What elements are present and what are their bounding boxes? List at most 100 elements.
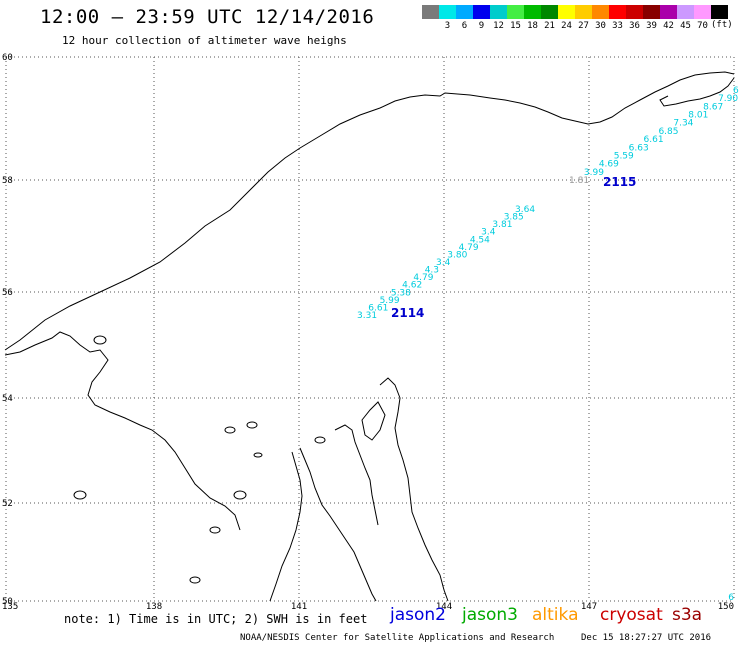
island-outline xyxy=(209,526,221,534)
satellite-name-cryosat: cryosat xyxy=(600,605,663,625)
swh-value-label: 6.63 xyxy=(629,143,649,153)
lon-tick-label: 147 xyxy=(581,602,597,612)
track-id-label: 2115 xyxy=(603,175,636,189)
island-outline xyxy=(314,436,326,444)
swh-value-label: 7.34 xyxy=(673,119,693,129)
note-text: note: 1) Time is in UTC; 2) SWH is in fe… xyxy=(64,612,368,626)
swh-value-label: 4.79 xyxy=(459,243,479,253)
legend-label: 36 xyxy=(629,21,640,31)
coastline-segment xyxy=(334,424,379,526)
lon-tick-label: 138 xyxy=(146,602,162,612)
lat-lon-grid xyxy=(5,56,735,602)
coastline-segment xyxy=(361,401,386,441)
swh-value-label: 3.4 xyxy=(481,228,496,238)
swh-value-label: 6.61 xyxy=(368,303,388,313)
swh-value-label: 8.67 xyxy=(703,102,723,112)
swh-value-label: 4.3 xyxy=(425,266,439,276)
island-outline xyxy=(73,490,87,500)
swh-value-label: 3.64 xyxy=(515,205,535,215)
track-id-label: 2114 xyxy=(391,306,424,320)
credit-text: NOAA/NESDIS Center for Satellite Applica… xyxy=(240,633,555,643)
legend-swatch xyxy=(524,5,541,19)
satellite-name-s3a: s3a xyxy=(672,605,703,625)
island-outline xyxy=(253,452,263,458)
legend-swatch xyxy=(456,5,473,19)
map-subtitle: 12 hour collection of altimeter wave hei… xyxy=(62,34,347,47)
swh-value-label: 3.31 xyxy=(357,311,377,321)
swh-value-label: 3.99 xyxy=(584,168,604,178)
legend-swatch xyxy=(558,5,575,19)
legend-label: 70 xyxy=(697,21,708,31)
satellite-name-jason2: jason2 xyxy=(390,605,446,625)
legend-swatch xyxy=(677,5,694,19)
coastline-segment xyxy=(269,451,303,602)
coastline-segment xyxy=(299,447,377,602)
legend-label: 39 xyxy=(646,21,657,31)
island-outline xyxy=(224,426,236,434)
legend-swatch xyxy=(507,5,524,19)
satellite-tracks: 3.316.615.995.384.624.794.33.43.804.794.… xyxy=(357,86,739,603)
lon-tick-label: 144 xyxy=(436,602,452,612)
island-outline xyxy=(246,421,258,429)
swh-value-label: 6.85 xyxy=(658,127,678,137)
lat-tick-label: 60 xyxy=(2,53,13,63)
legend-label: 42 xyxy=(663,21,674,31)
legend-label: 15 xyxy=(510,21,521,31)
legend-label: 3 xyxy=(444,21,451,31)
swh-value-label: 3.85 xyxy=(504,213,524,223)
legend-swatch xyxy=(643,5,660,19)
legend-swatch xyxy=(711,5,728,19)
swh-value-label: 4.62 xyxy=(402,281,422,291)
lat-tick-label: 58 xyxy=(2,176,13,186)
axis-tick-labels: 135 138 141 144 147 150 60 58 56 54 52 50 xyxy=(2,53,734,612)
coastline-segment xyxy=(4,71,735,351)
legend-swatch xyxy=(626,5,643,19)
legend-label: 24 xyxy=(561,21,572,31)
swh-value-label: 4.69 xyxy=(599,160,619,170)
swh-value-label: 5.38 xyxy=(391,288,411,298)
lon-tick-label: 150 xyxy=(718,602,734,612)
legend-swatch xyxy=(592,5,609,19)
swh-value-label: 6.61 xyxy=(644,135,664,145)
legend-label: 33 xyxy=(612,21,623,31)
map-title: 12:00 — 23:59 UTC 12/14/2016 xyxy=(40,6,375,28)
legend-swatch xyxy=(575,5,592,19)
swh-value-label: 3.81 xyxy=(492,220,512,230)
satellite-name-jason3: jason3 xyxy=(462,605,518,625)
lon-tick-label: 141 xyxy=(291,602,307,612)
timestamp-text: Dec 15 18:27:27 UTC 2016 xyxy=(581,633,712,643)
swh-value-label: 7.90 xyxy=(718,94,738,104)
swh-value-label: 6 xyxy=(733,86,739,96)
legend-label: 21 xyxy=(544,21,555,31)
coastline xyxy=(4,71,735,602)
swh-value-label: 3.80 xyxy=(447,250,467,260)
legend-swatch xyxy=(660,5,677,19)
coastline-segment xyxy=(659,77,735,107)
coastline-segment xyxy=(4,331,241,531)
corner-value-label: 6 xyxy=(728,593,734,603)
legend-swatch xyxy=(422,5,439,19)
island-outline xyxy=(189,576,201,584)
legend-swatch xyxy=(490,5,507,19)
legend-label: 18 xyxy=(527,21,538,31)
lat-tick-label: 52 xyxy=(2,499,13,509)
legend-label: 9 xyxy=(478,21,485,31)
legend-label: 12 xyxy=(493,21,504,31)
swh-value-label: 4.54 xyxy=(470,235,490,245)
swh-value-label: 8.01 xyxy=(688,111,708,121)
island-outline xyxy=(93,335,107,345)
swh-value-label: 3.4 xyxy=(436,258,451,268)
lat-tick-label: 54 xyxy=(2,394,13,404)
satellite-name-altika: altika xyxy=(532,605,579,625)
coastline-segment xyxy=(379,377,449,602)
lat-tick-label: 50 xyxy=(2,597,13,607)
swh-value-label: 1.81 xyxy=(569,176,589,186)
legend-label: 6 xyxy=(461,21,468,31)
legend-swatch xyxy=(541,5,558,19)
lat-tick-label: 56 xyxy=(2,288,13,298)
legend-swatch xyxy=(694,5,711,19)
legend-swatch xyxy=(473,5,490,19)
legend-label: 27 xyxy=(578,21,589,31)
legend-units: (ft) xyxy=(711,20,733,30)
